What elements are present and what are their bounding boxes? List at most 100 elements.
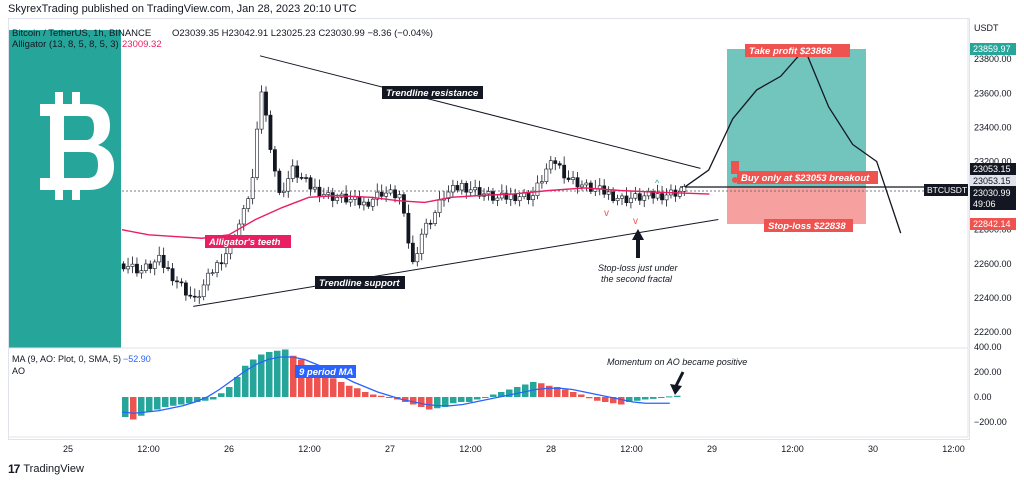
candle-body (508, 194, 513, 200)
footer-brand[interactable]: 17 TradingView (8, 462, 84, 476)
candle-body (682, 186, 687, 192)
svg-text:22842.14: 22842.14 (973, 219, 1011, 229)
candle-body (642, 195, 647, 201)
ao-bar (650, 397, 657, 399)
candle-body (410, 242, 415, 263)
price-tick: 22200.00 (974, 327, 1012, 337)
candle-body (170, 268, 175, 282)
candle-body (548, 160, 553, 170)
ao-bar (298, 359, 305, 397)
candle-body (415, 253, 420, 263)
price-tick: 22600.00 (974, 259, 1012, 269)
take-profit-label: Take profit $23868 (745, 44, 850, 57)
candle-body (281, 190, 286, 193)
candle-body (121, 263, 126, 270)
candle-body (655, 193, 660, 199)
candle-body (201, 284, 206, 298)
fractal-note: Stop-loss just under the second fractal (598, 263, 679, 284)
time-tick: 27 (385, 444, 395, 454)
time-tick: 12:00 (459, 444, 482, 454)
ao-bar (338, 382, 345, 397)
candle-body (575, 177, 580, 188)
candle-body (455, 185, 460, 191)
alligator-teeth-line (121, 187, 710, 239)
time-tick: 29 (707, 444, 717, 454)
ao-bar (314, 368, 321, 397)
ao-bar (186, 397, 193, 404)
momentum-arrow-icon (670, 371, 685, 395)
candle-body (499, 192, 504, 199)
fractal-down-icon: v (604, 208, 609, 219)
chart-frame (8, 18, 970, 440)
candle-body (624, 195, 629, 203)
publish-line: SkyrexTrading published on TradingView.c… (8, 3, 357, 15)
candle-body (486, 191, 491, 195)
price-tick: 23600.00 (974, 88, 1012, 98)
svg-text:49:06: 49:06 (973, 199, 996, 209)
ao-bar (610, 397, 617, 404)
ma-legend: MA (9, AO: Plot, 0, SMA, 5) (12, 354, 121, 364)
ao-bar (666, 396, 673, 398)
ao-bar (434, 397, 441, 409)
candle-body (313, 186, 317, 190)
time-axis: 25 12:00 26 12:00 27 12:00 28 12:00 29 12:00 30 12:… (63, 444, 965, 454)
svg-text:Stop-loss $22838: Stop-loss $22838 (768, 221, 846, 232)
candle-body (562, 164, 567, 179)
ao-bar (306, 365, 313, 397)
candle-body (424, 222, 429, 235)
svg-text:23053.15: 23053.15 (973, 176, 1011, 186)
ao-bar (234, 377, 241, 397)
candle-body (277, 170, 282, 193)
momentum-label: Momentum on AO became positive (607, 357, 747, 367)
svg-text:Take profit $23868: Take profit $23868 (749, 46, 832, 57)
ao-bar (330, 378, 337, 397)
ao-bar (546, 385, 553, 397)
price-tick: 23400.00 (974, 122, 1012, 132)
badge-symbol: BTCUSDT (924, 184, 968, 196)
ao-bar (386, 397, 393, 398)
candle-body (161, 254, 166, 268)
candle-body (402, 194, 406, 214)
ao-bar (362, 392, 369, 397)
badge-buy: 23053.15 23053.15 (970, 163, 1016, 187)
candle-body (531, 195, 535, 201)
time-tick: 30 (868, 444, 878, 454)
candle-body (557, 163, 562, 166)
ao-bar (538, 383, 545, 397)
buy-label: Buy only at $23053 breakout (731, 161, 878, 184)
candle-body (152, 261, 157, 269)
ao-bar (482, 397, 489, 398)
candle-body (477, 187, 482, 197)
ao-bar (626, 397, 633, 402)
ao-bar (634, 397, 641, 401)
candle-body (566, 177, 571, 180)
candle-body (539, 181, 544, 184)
candle-body (259, 91, 264, 130)
ao-bar (354, 388, 361, 397)
candle-body (361, 201, 366, 206)
ao-histogram (122, 349, 681, 420)
candle-body (433, 212, 438, 224)
candle-body (571, 177, 575, 180)
ao-bar (146, 397, 153, 412)
ao-bar (162, 397, 169, 407)
price-tick: 23200.00 (974, 157, 1012, 167)
candle-body (206, 272, 211, 286)
svg-text:23030.99: 23030.99 (973, 188, 1011, 198)
time-tick: 12:00 (781, 444, 804, 454)
ao-bar (370, 394, 377, 397)
candle-body (553, 160, 558, 164)
price-tick: 22400.00 (974, 293, 1012, 303)
ao-bar (450, 397, 457, 404)
candle-body (357, 196, 362, 206)
time-tick: 28 (546, 444, 556, 454)
candle-body (495, 197, 500, 201)
candle-body (504, 192, 509, 200)
tradingview-logo-icon: 17 (8, 462, 20, 476)
ao-bar (642, 397, 649, 400)
time-tick: 12:00 (298, 444, 321, 454)
svg-text:BTCUSDT: BTCUSDT (927, 185, 967, 195)
candle-body (491, 191, 495, 201)
candle-body (299, 177, 304, 179)
